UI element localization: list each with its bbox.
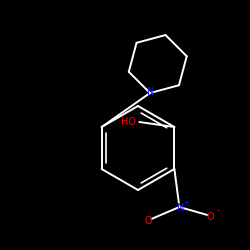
Text: -: -: [217, 206, 220, 216]
Text: +: +: [184, 200, 189, 206]
Text: O: O: [206, 212, 214, 222]
Text: HO: HO: [121, 117, 136, 127]
Text: O: O: [144, 216, 152, 226]
Text: N: N: [177, 203, 184, 213]
Text: N: N: [147, 87, 155, 97]
